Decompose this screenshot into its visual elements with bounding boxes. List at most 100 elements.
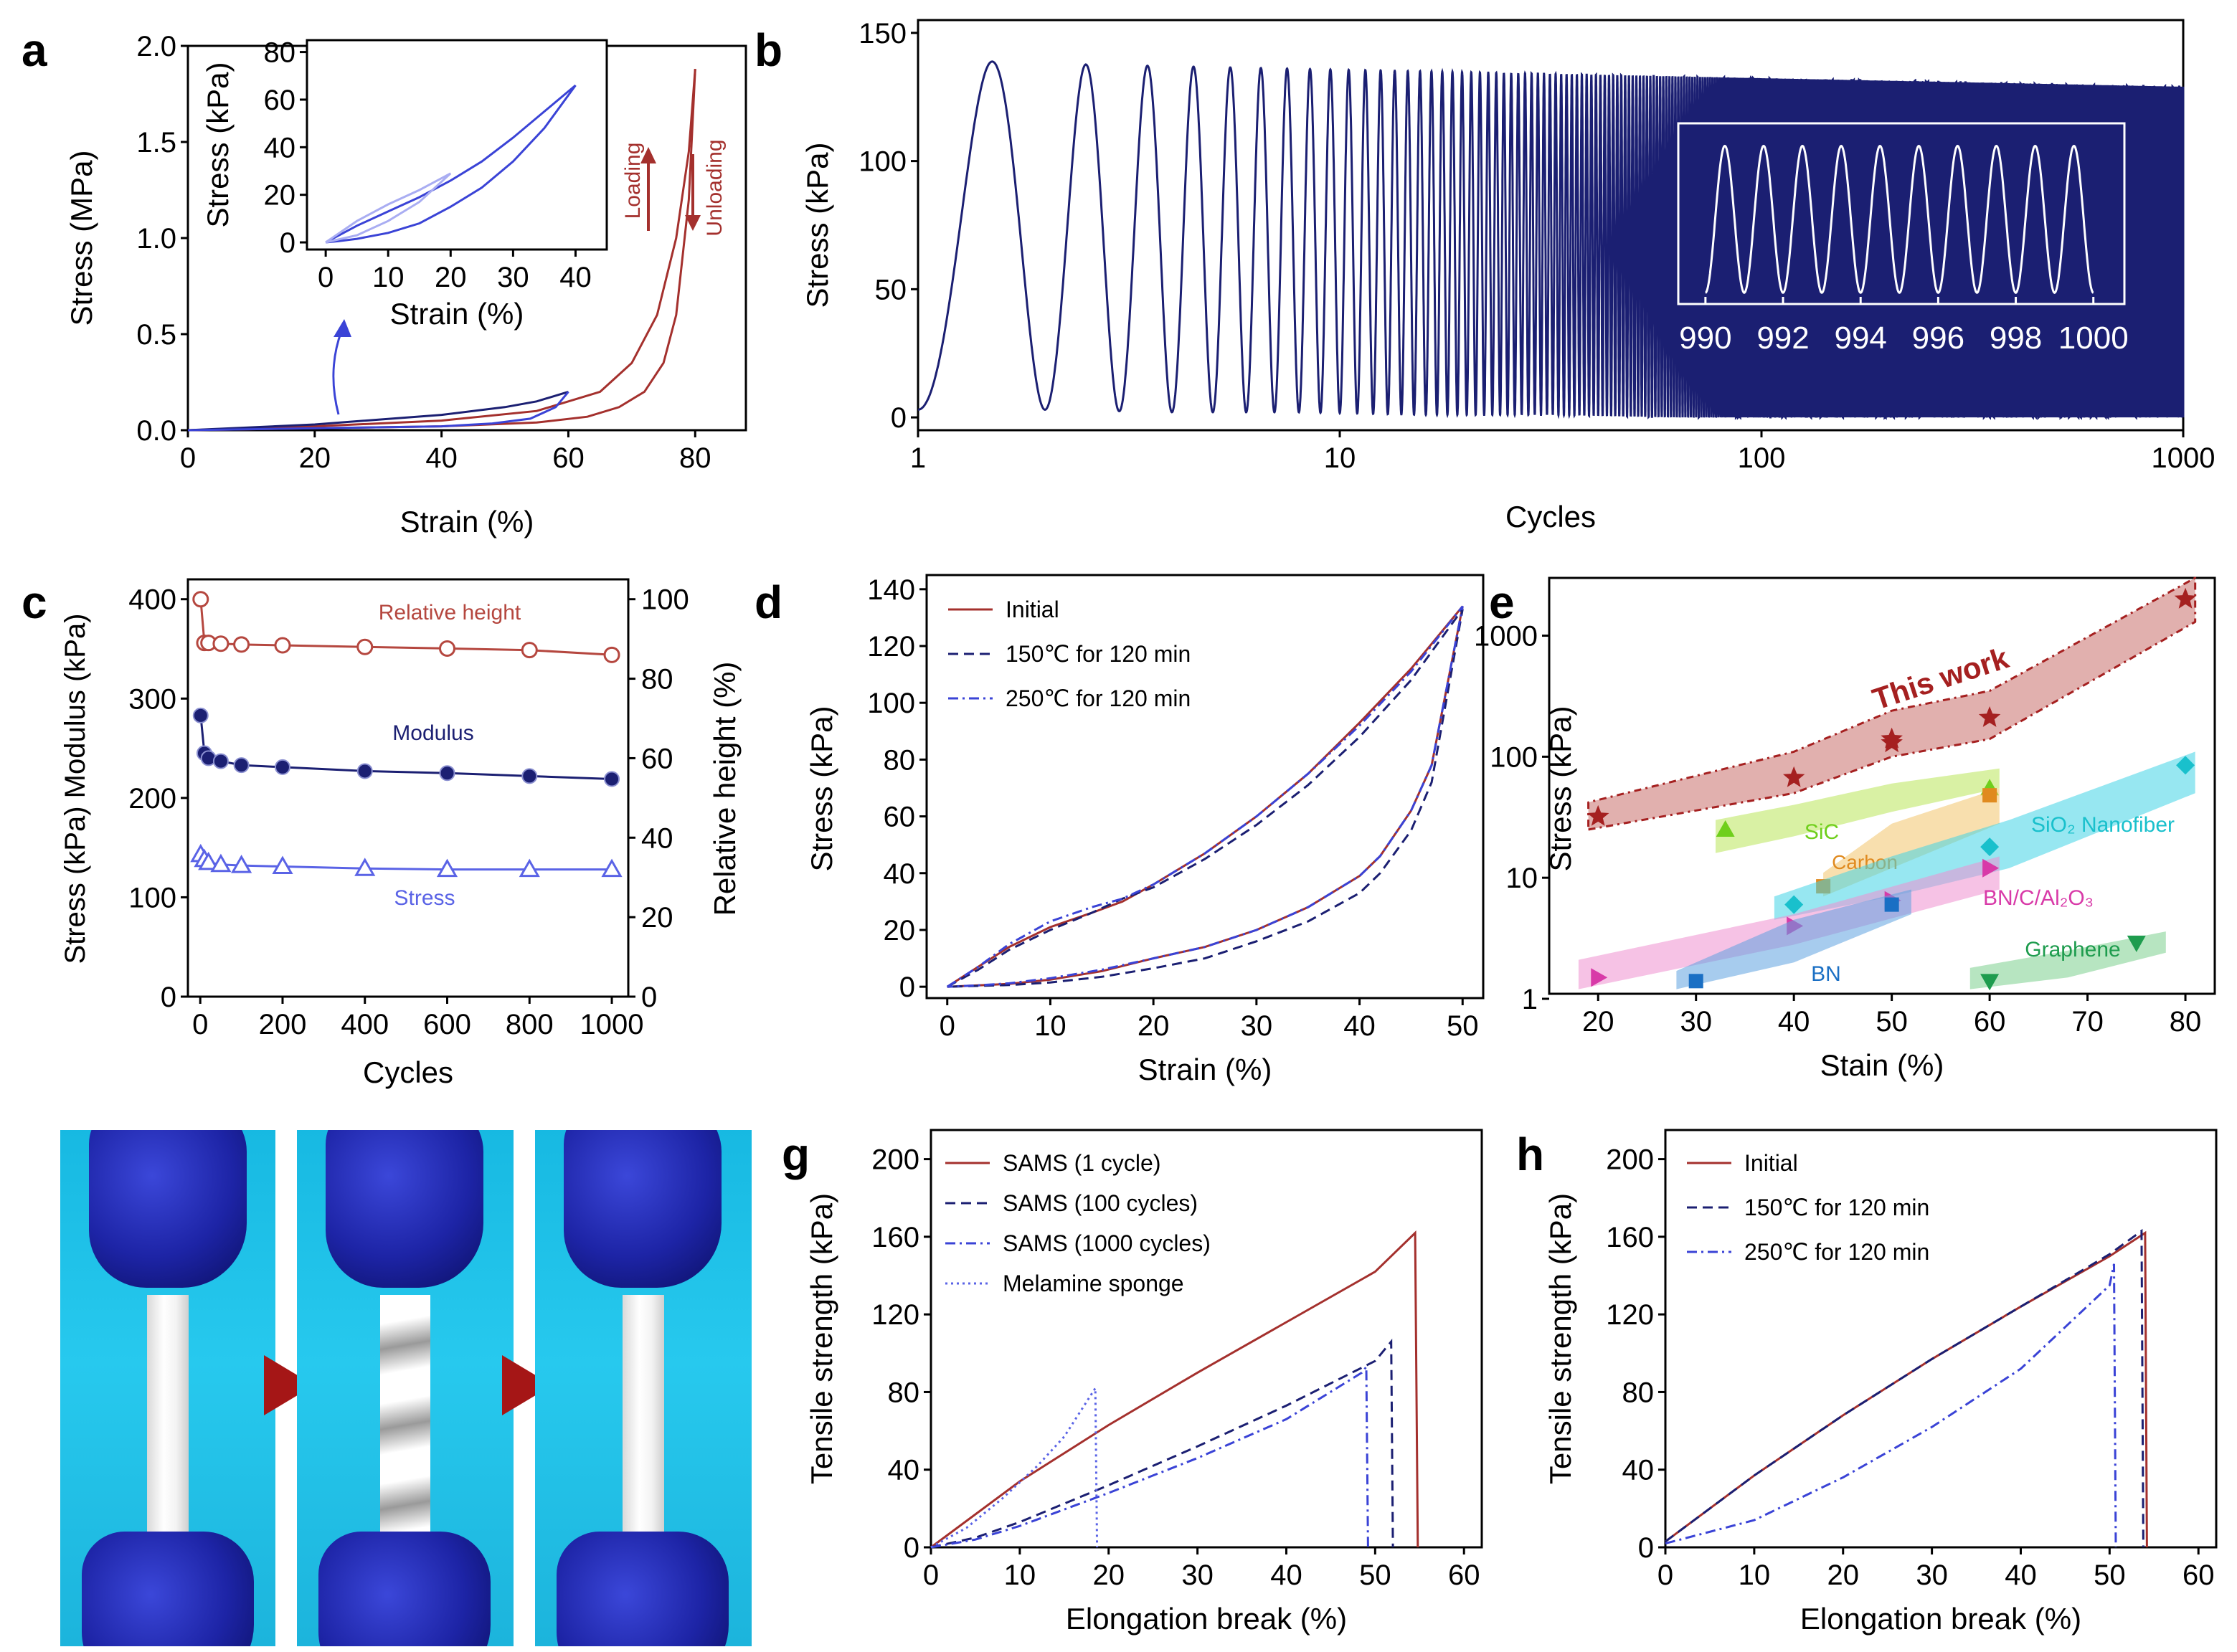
series-label: Modulus [392, 721, 473, 745]
panel-letter: c [22, 576, 47, 628]
y-tick-label: 80 [264, 37, 296, 69]
data-point [1884, 897, 1899, 912]
data-point [521, 642, 538, 659]
y2-tick-label: 20 [641, 902, 673, 934]
x-tick-label: 60 [552, 442, 585, 474]
y-tick-label: 160 [1606, 1222, 1654, 1253]
x-tick-label: 0 [923, 1560, 939, 1591]
x-tick-label: 0 [940, 1010, 955, 1042]
group-label: SiC [1805, 820, 1839, 844]
y-tick-label: 10 [1506, 863, 1538, 894]
x-tick-label: 50 [2094, 1560, 2126, 1591]
data-point [1688, 974, 1703, 989]
inset-frame [1677, 122, 2126, 305]
data-point [274, 759, 290, 775]
data-point [1980, 974, 2000, 991]
inset-pointer [332, 331, 343, 415]
y-axis-label: Stress (kPa) [201, 62, 235, 227]
legend-entry: 150℃ for 120 min [1744, 1195, 1929, 1220]
x-tick-label: 40 [559, 262, 592, 293]
y-tick-label: 40 [1622, 1455, 1655, 1486]
group-band [1676, 889, 1911, 989]
legend-entry: SAMS (100 cycles) [1003, 1190, 1198, 1216]
panel-letter: b [755, 24, 782, 76]
plot-frame-h [1664, 1129, 2218, 1549]
x-tick-label: 10 [1739, 1560, 1771, 1591]
x-tick-label: 70 [2071, 1006, 2104, 1038]
data-point [192, 591, 209, 608]
panel-letter: g [782, 1129, 810, 1180]
y-tick-label: 140 [867, 574, 915, 606]
data-point [233, 636, 250, 653]
y-axis-label: Stress (MPa) [65, 150, 98, 326]
x-tick-label: 800 [506, 1009, 554, 1040]
stress-cycle-line [917, 60, 2185, 420]
x-tick-label: 1000 [580, 1009, 644, 1040]
data-point [212, 635, 230, 652]
series-line [930, 1363, 1369, 1549]
glove-top [326, 1130, 483, 1288]
y-tick-label: 20 [884, 915, 916, 946]
y-tick-label: 40 [264, 132, 296, 163]
inset-x-tick-label: 992 [1756, 321, 1809, 356]
x-tick-label: 400 [341, 1009, 389, 1040]
chart-b: b 1 10 100 1000 0 50 100 150 Cycles Stress (kPa) 99… [755, 18, 2215, 533]
y-tick-label: 0 [1638, 1532, 1654, 1564]
x-tick-label: 10 [1324, 442, 1356, 474]
x-tick-label: 50 [1876, 1006, 1908, 1038]
x-axis-label: Cycles [1505, 500, 1596, 533]
group-label: Graphene [2025, 938, 2120, 962]
photo-recovered [535, 1130, 752, 1646]
inset-x-tick-label: 994 [1834, 321, 1886, 356]
data-point [1982, 788, 1997, 803]
y-tick-label: 100 [1490, 741, 1538, 773]
chart-e: e 20 30 40 50 60 70 80 1 10 100 1000 Stain (%) Stress… [1474, 576, 2216, 1082]
y-tick-label: 150 [859, 18, 907, 49]
x-tick-label: 0 [1657, 1560, 1673, 1591]
x-tick-label: 80 [679, 442, 711, 474]
photo-twisted [297, 1130, 514, 1646]
y-tick-label: 120 [871, 1299, 919, 1331]
legend-entry: SAMS (1000 cycles) [1003, 1230, 1211, 1256]
group-band [1969, 931, 2166, 989]
x-tick-label: 20 [299, 442, 331, 474]
group-band [1716, 768, 2000, 853]
series-line [187, 391, 569, 432]
series-line [930, 1230, 1419, 1549]
chart-c: c0 200 400 600 800 10000100200300400020406080… [22, 576, 742, 1089]
series-line [1665, 1228, 2144, 1548]
y-tick-label: 80 [884, 744, 916, 776]
x-tick-label: 40 [1270, 1560, 1302, 1591]
data-point [601, 858, 623, 878]
data-point [233, 757, 250, 774]
plot-frame-c [186, 578, 630, 998]
data-point [439, 765, 455, 782]
chart-h: h 0 10 20 30 40 50 60 0 40 80 120 160 200 Elongation b… [1516, 1129, 2218, 1636]
y-tick-label: 60 [884, 802, 916, 833]
x-tick-label: 30 [497, 262, 529, 293]
y-tick-label: 40 [884, 858, 916, 890]
x-tick-label: 200 [259, 1009, 307, 1040]
y-tick-label: 0.0 [136, 415, 176, 447]
y2-tick-label: 60 [641, 743, 673, 774]
series-line [930, 1338, 1394, 1549]
data-point [604, 771, 620, 787]
y-tick-label: 0 [891, 402, 907, 434]
x-tick-label: 10 [372, 262, 405, 293]
x-tick-label: 60 [1448, 1560, 1480, 1591]
x-tick-label: 0 [180, 442, 196, 474]
data-point [1587, 804, 1609, 826]
x-tick-label: 20 [1827, 1560, 1859, 1591]
data-point [210, 853, 232, 873]
x-axis-label: Stain (%) [1820, 1048, 1944, 1082]
y-tick-label: 100 [128, 882, 176, 913]
y-tick-label: 40 [888, 1455, 920, 1486]
x-tick-label: 40 [425, 442, 458, 474]
x-axis-label: Strain (%) [1138, 1053, 1272, 1086]
legend-entry: Melamine sponge [1003, 1271, 1184, 1296]
y2-tick-label: 0 [641, 982, 657, 1013]
unloading-arrowhead [685, 215, 701, 231]
data-point [354, 858, 376, 876]
x-tick-label: 30 [1181, 1560, 1214, 1591]
